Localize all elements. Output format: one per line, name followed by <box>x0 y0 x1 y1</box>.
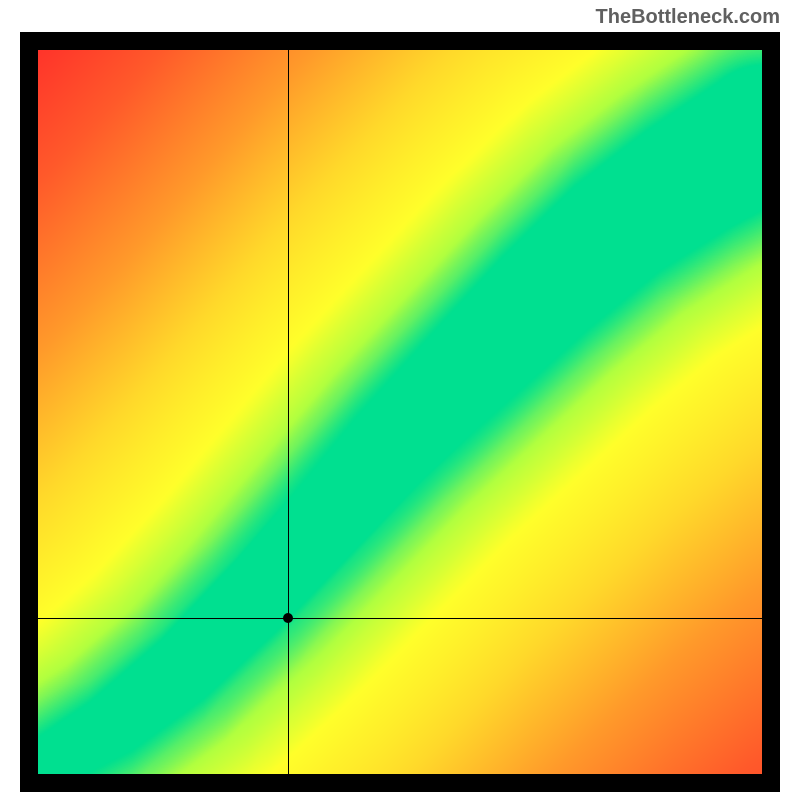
chart-outer-frame <box>20 32 780 792</box>
bottleneck-heatmap <box>38 50 762 774</box>
crosshair-vertical <box>288 50 289 774</box>
config-marker-dot <box>283 613 293 623</box>
watermark-text: TheBottleneck.com <box>596 6 780 29</box>
crosshair-horizontal <box>38 618 762 619</box>
chart-plot-area <box>38 50 762 774</box>
